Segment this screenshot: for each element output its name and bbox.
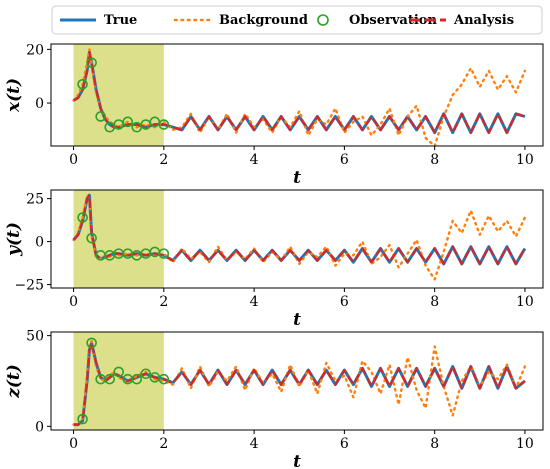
x-tick-label: 0 — [69, 294, 78, 310]
axes-frame — [50, 331, 544, 431]
observation-point — [77, 413, 88, 425]
x-axis-label: t — [293, 452, 301, 469]
observation-point — [131, 373, 143, 385]
panels: 0 2 4 6 8 10 20 0 t x(t) 0 2 4 6 8 10 25 0 −25 t y(t) 0 2 4 6 8 10… — [4, 42, 544, 469]
legend-item: True — [60, 13, 137, 28]
chart-panel: 0 2 4 6 8 10 50 0 t z(t) — [4, 329, 544, 469]
legend-label: Observation — [349, 13, 437, 28]
y-tick-label: 0 — [35, 235, 44, 251]
x-tick-label: 2 — [159, 152, 168, 168]
observation-point — [158, 373, 170, 385]
y-tick-label: 0 — [35, 96, 44, 112]
x-tick-label: 6 — [340, 294, 349, 310]
observation-point — [86, 337, 97, 349]
y-tick-label: 0 — [35, 419, 44, 435]
x-tick-label: 2 — [159, 294, 168, 310]
observation-point — [158, 119, 170, 130]
legend-item: Observation — [317, 13, 437, 28]
legend-marker — [317, 14, 329, 26]
x-tick-label: 10 — [516, 152, 534, 168]
axes-frame — [50, 189, 544, 289]
x-tick-label: 8 — [430, 294, 439, 310]
chart-panel: 0 2 4 6 8 10 20 0 t x(t) — [4, 42, 544, 188]
x-tick-label: 4 — [250, 294, 259, 310]
observation-point — [86, 57, 97, 69]
x-tick-label: 2 — [159, 436, 168, 452]
legend-item: Background — [173, 13, 308, 28]
observation-point — [140, 368, 152, 380]
legend-label: True — [104, 13, 137, 28]
y-axis-label: z(t) — [4, 364, 24, 399]
x-tick-label: 8 — [430, 152, 439, 168]
y-tick-label: 20 — [26, 42, 44, 58]
x-tick-label: 4 — [250, 436, 259, 452]
legend-label: Background — [219, 13, 308, 28]
legend: True Background Observation Analysis — [51, 5, 543, 35]
x-tick-label: 6 — [340, 152, 349, 168]
y-tick-label: −25 — [14, 278, 44, 294]
y-tick-label: 25 — [26, 192, 44, 208]
x-axis-label: t — [293, 168, 301, 188]
observation-point — [77, 78, 88, 90]
observation-point — [113, 366, 125, 378]
series-line-analysis — [73, 50, 526, 134]
y-tick-label: 50 — [26, 329, 44, 345]
y-axis-label: y(t) — [4, 222, 24, 257]
observation-point — [104, 373, 115, 385]
observation-point — [95, 111, 106, 122]
axes-frame — [50, 43, 544, 147]
observation-point — [158, 248, 170, 259]
x-tick-label: 0 — [69, 152, 78, 168]
x-tick-label: 10 — [516, 294, 534, 310]
y-axis-label: x(t) — [4, 78, 24, 113]
x-tick-label: 4 — [250, 152, 259, 168]
x-tick-label: 0 — [69, 436, 78, 452]
legend-item: Analysis — [410, 13, 514, 28]
series-line-analysis — [73, 341, 526, 426]
legend-label: Analysis — [453, 13, 514, 28]
x-tick-label: 6 — [340, 436, 349, 452]
observation-point — [86, 232, 97, 244]
series-line-analysis — [72, 194, 526, 265]
observation-point — [122, 116, 134, 128]
x-tick-label: 8 — [430, 436, 439, 452]
legend-frame — [51, 5, 543, 35]
chart-panel: 0 2 4 6 8 10 25 0 −25 t y(t) — [4, 189, 544, 330]
x-tick-label: 10 — [516, 436, 534, 452]
observation-point — [77, 212, 88, 223]
x-axis-label: t — [293, 310, 301, 330]
